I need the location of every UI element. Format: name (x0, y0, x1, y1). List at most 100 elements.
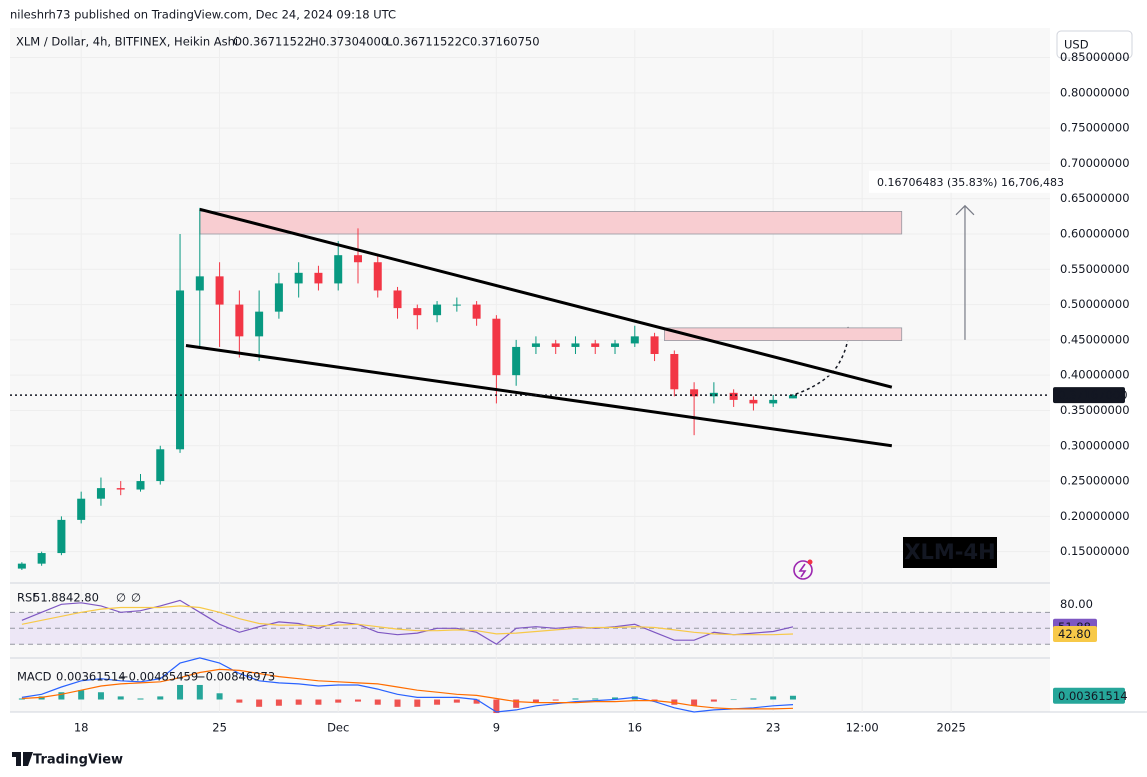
y-tick-label: 0.35000000 (1060, 403, 1130, 417)
x-tick-label: Dec (327, 721, 349, 735)
candle-body (373, 262, 382, 291)
watermark: XLM-4H (904, 540, 995, 564)
y-tick-label: 0.20000000 (1060, 509, 1130, 523)
ohlc-value: L0.36711522 (386, 35, 462, 49)
histogram-bar (315, 699, 322, 705)
price-scale-label-box (1053, 687, 1125, 704)
resistance-zone (664, 327, 903, 341)
histogram-bar (612, 697, 619, 700)
trendline (185, 344, 893, 448)
histogram-bar (78, 690, 85, 700)
histogram-bar (256, 699, 263, 707)
indicator-line (21, 668, 794, 710)
histogram-bar (374, 699, 381, 705)
candle-body (176, 290, 185, 450)
histogram-bar (532, 699, 539, 703)
histogram-bar (177, 684, 184, 700)
histogram-bar (236, 699, 243, 703)
last-price-label: 0.37167000 (1058, 388, 1128, 402)
y-tick-label: 0.75000000 (1060, 121, 1130, 135)
indicator-legend-value: 42.80 (66, 591, 99, 605)
histogram-bar (117, 696, 124, 700)
watermark-box (903, 537, 997, 568)
publisher-line: nileshrh73 published on TradingView.com,… (10, 8, 396, 22)
candle-body (57, 519, 66, 554)
histogram-bar (750, 698, 757, 700)
candle-body (156, 449, 165, 482)
candle-body (433, 304, 442, 316)
candle-body (769, 399, 778, 404)
last-price-box (1053, 387, 1125, 404)
histogram-bar (335, 699, 342, 703)
histogram-bar (295, 699, 302, 705)
candle-body (611, 343, 620, 347)
histogram-bar (453, 699, 460, 703)
candle-body (294, 272, 303, 284)
projection-path (789, 333, 849, 397)
candle-body (77, 498, 86, 520)
price-scale-label-box (1053, 626, 1097, 643)
x-tick-label: 16 (627, 721, 642, 735)
x-tick-label: 2025 (937, 721, 966, 735)
histogram-bar (493, 699, 500, 714)
candle-body (96, 488, 105, 499)
chart-title: XLM / Dollar, 4h, BITFINEX, Heikin Ashi (16, 35, 238, 49)
candle-body (492, 318, 501, 376)
candle-body (37, 553, 46, 564)
histogram-bar (414, 699, 421, 707)
histogram-bar (473, 699, 480, 704)
ohlc-value: O0.36711522 (233, 35, 312, 49)
currency-button[interactable] (1056, 30, 1133, 59)
candle-body (472, 304, 481, 319)
x-tick-label: 18 (74, 721, 89, 735)
y-tick-label: 0.30000000 (1060, 438, 1130, 452)
y-tick-label: 0.40000000 (1060, 368, 1130, 382)
indicator-legend-value: ∅ (116, 591, 126, 605)
candle-body (571, 343, 580, 347)
candle-body (274, 283, 283, 312)
candle-body (215, 276, 224, 305)
indicator-line (21, 605, 794, 636)
alert-dot (807, 559, 813, 565)
candle-body (255, 311, 264, 337)
candle-body (709, 392, 718, 397)
y-tick-label: 0.70000000 (1060, 156, 1130, 170)
y-tick-label: 0.60000000 (1060, 227, 1130, 241)
candle-body (393, 290, 402, 309)
histogram-bar (275, 699, 282, 706)
candle-body (690, 389, 699, 397)
alert-icon[interactable] (793, 560, 813, 580)
candle-body (591, 343, 600, 347)
indicator-legend-value: −0.00846973 (196, 670, 275, 684)
y-tick-label: 0.50000000 (1060, 297, 1130, 311)
indicator-legend-value: 51.88 (33, 591, 66, 605)
histogram-bar (592, 698, 599, 700)
measure-label-box (868, 170, 1051, 193)
indicator-line (21, 657, 794, 713)
histogram-bar (58, 692, 65, 700)
ohlc-value: H0.37304000 (310, 35, 388, 49)
indicator-legend-value: 0.00361514 (56, 670, 126, 684)
candle-body (136, 481, 145, 490)
histogram-bar (434, 699, 441, 705)
measure-label: 0.16706483 (35.83%) 16,706,483 (877, 176, 1064, 189)
candle-body (413, 308, 422, 316)
candle-body (650, 336, 659, 354)
candle-body (512, 346, 521, 376)
x-tick-label: 23 (766, 721, 781, 735)
candle-body (235, 304, 244, 337)
histogram-bar (216, 693, 223, 700)
measure-arrowhead (955, 204, 975, 216)
histogram-bar (572, 698, 579, 700)
y-tick-label: 0.85000000 (1060, 50, 1130, 64)
candle-body (452, 304, 461, 306)
y-tick-label: 0.65000000 (1060, 191, 1130, 205)
histogram-bar (354, 699, 361, 702)
histogram-bar (691, 699, 698, 706)
candle-body (729, 392, 738, 400)
candle-body (670, 354, 679, 390)
y-tick-label: 0.55000000 (1060, 262, 1130, 276)
histogram-bar (97, 692, 104, 700)
